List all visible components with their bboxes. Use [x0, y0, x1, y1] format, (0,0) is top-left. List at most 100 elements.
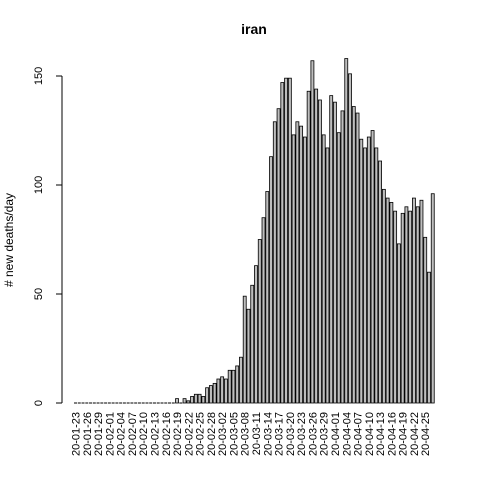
bar-20-03-24	[302, 136, 307, 404]
bar-20-03-11	[254, 265, 258, 404]
bar-20-04-21	[408, 210, 413, 404]
bar-20-03-01	[216, 378, 221, 404]
x-tick-label-20-01-29: 20-01-29	[93, 412, 105, 456]
y-tick-label-50: 50	[33, 288, 45, 300]
x-tick-label-20-02-04: 20-02-04	[116, 412, 128, 456]
bar-20-04-10	[366, 136, 371, 404]
bar-20-03-21	[291, 134, 296, 404]
bar-20-04-08	[359, 138, 364, 404]
bar-20-02-25	[197, 393, 202, 404]
bar-20-02-26	[201, 396, 206, 404]
bar-20-04-13	[378, 160, 382, 404]
x-tick-label-20-03-20: 20-03-20	[285, 412, 297, 456]
bar-20-04-07	[355, 112, 360, 404]
y-axis-label: # new deaths/day	[2, 193, 16, 287]
bar-20-03-26	[310, 60, 315, 404]
x-tick-label-20-03-02: 20-03-02	[217, 412, 229, 456]
bar-20-03-09	[246, 308, 251, 404]
bar-20-04-06	[351, 106, 356, 404]
y-tick-label-0: 0	[33, 400, 45, 406]
x-tick-label-20-02-19: 20-02-19	[172, 412, 184, 456]
x-tick-label-20-03-29: 20-03-29	[319, 412, 331, 456]
x-tick-label-20-04-19: 20-04-19	[398, 412, 410, 456]
bar-20-03-04	[227, 369, 232, 404]
x-tick-label-20-03-26: 20-03-26	[307, 412, 319, 456]
bar-20-04-24	[419, 199, 424, 404]
x-tick-label-20-02-16: 20-02-16	[161, 412, 173, 456]
chart-title: iran	[241, 21, 267, 37]
bar-20-02-24	[193, 393, 198, 404]
bar-20-04-14	[381, 188, 386, 404]
y-tick-label-100: 100	[33, 176, 45, 194]
bar-20-04-12	[374, 147, 379, 404]
x-tick-label-20-02-01: 20-02-01	[104, 412, 116, 456]
bar-20-04-04	[344, 58, 349, 404]
bar-20-04-01	[333, 101, 337, 404]
y-axis: 0 50 100 150	[33, 67, 63, 406]
x-tick-label-20-03-11: 20-03-11	[251, 412, 263, 455]
bar-20-04-16	[389, 202, 394, 404]
bar-20-04-11	[370, 130, 375, 404]
bar-20-04-19	[400, 212, 405, 404]
bar-20-04-02	[336, 132, 341, 404]
x-tick-label-20-04-25: 20-04-25	[420, 412, 432, 456]
bar-20-03-28	[318, 99, 322, 404]
bar-20-04-05	[348, 73, 352, 404]
bar-20-03-03	[224, 378, 228, 404]
bar-20-03-17	[276, 108, 281, 404]
bar-20-03-13	[261, 217, 266, 404]
x-tick-label-20-03-05: 20-03-05	[228, 412, 240, 456]
bar-20-03-16	[272, 121, 277, 404]
bar-20-03-12	[257, 239, 262, 404]
bar-20-03-15	[269, 156, 273, 404]
bar-20-03-22	[295, 121, 300, 404]
x-tick-label-20-04-01: 20-04-01	[330, 412, 342, 456]
bar-20-02-21	[182, 398, 187, 404]
x-tick-label-20-04-22: 20-04-22	[409, 412, 421, 456]
bar-20-03-02	[220, 376, 225, 404]
x-tick-label-20-04-04: 20-04-04	[341, 412, 353, 456]
bar-20-03-25	[306, 90, 311, 404]
bar-20-04-03	[340, 110, 345, 404]
bar-20-02-19	[175, 398, 179, 404]
x-tick-label-20-03-08: 20-03-08	[240, 412, 252, 456]
x-tick-label-20-04-07: 20-04-07	[353, 412, 365, 456]
bar-20-02-23	[190, 396, 194, 404]
bar-20-03-05	[231, 369, 236, 404]
bar-20-03-30	[325, 147, 330, 404]
bar-20-04-09	[363, 147, 367, 404]
x-axis: 20-01-23 20-01-26 20-01-29 20-02-01 20-02-04…	[71, 412, 433, 456]
x-tick-label-20-02-28: 20-02-28	[206, 412, 218, 456]
y-tick-label-150: 150	[33, 67, 45, 85]
bar-20-04-27	[430, 193, 435, 404]
bar-20-04-17	[393, 210, 398, 404]
x-tick-label-20-04-10: 20-04-10	[364, 412, 376, 456]
bar-20-02-22	[186, 400, 191, 404]
bar-20-03-19	[284, 77, 288, 404]
bar-20-03-18	[280, 82, 285, 404]
bar-20-03-29	[321, 134, 326, 404]
x-tick-label-20-03-23: 20-03-23	[296, 412, 308, 456]
bar-20-04-26	[427, 271, 431, 404]
x-tick-label-20-04-16: 20-04-16	[386, 412, 398, 456]
x-tick-label-20-01-23: 20-01-23	[71, 412, 83, 456]
bar-20-04-18	[396, 243, 401, 404]
x-tick-label-20-03-17: 20-03-17	[274, 412, 286, 456]
bar-20-03-06	[235, 365, 240, 404]
bar-20-03-23	[299, 125, 304, 404]
bar-20-03-08	[242, 295, 247, 404]
bar-20-04-22	[412, 197, 416, 404]
x-tick-label-20-02-22: 20-02-22	[183, 412, 195, 456]
bars-group	[74, 58, 435, 404]
bar-20-03-14	[265, 191, 270, 404]
bar-20-04-20	[404, 206, 409, 404]
bar-20-02-28	[208, 385, 213, 404]
bar-20-02-29	[212, 382, 217, 404]
bar-20-03-20	[287, 77, 292, 404]
bar-20-03-07	[239, 356, 243, 404]
x-tick-label-20-02-13: 20-02-13	[149, 412, 161, 456]
bar-20-02-27	[205, 387, 210, 404]
x-tick-label-20-03-14: 20-03-14	[262, 412, 274, 456]
